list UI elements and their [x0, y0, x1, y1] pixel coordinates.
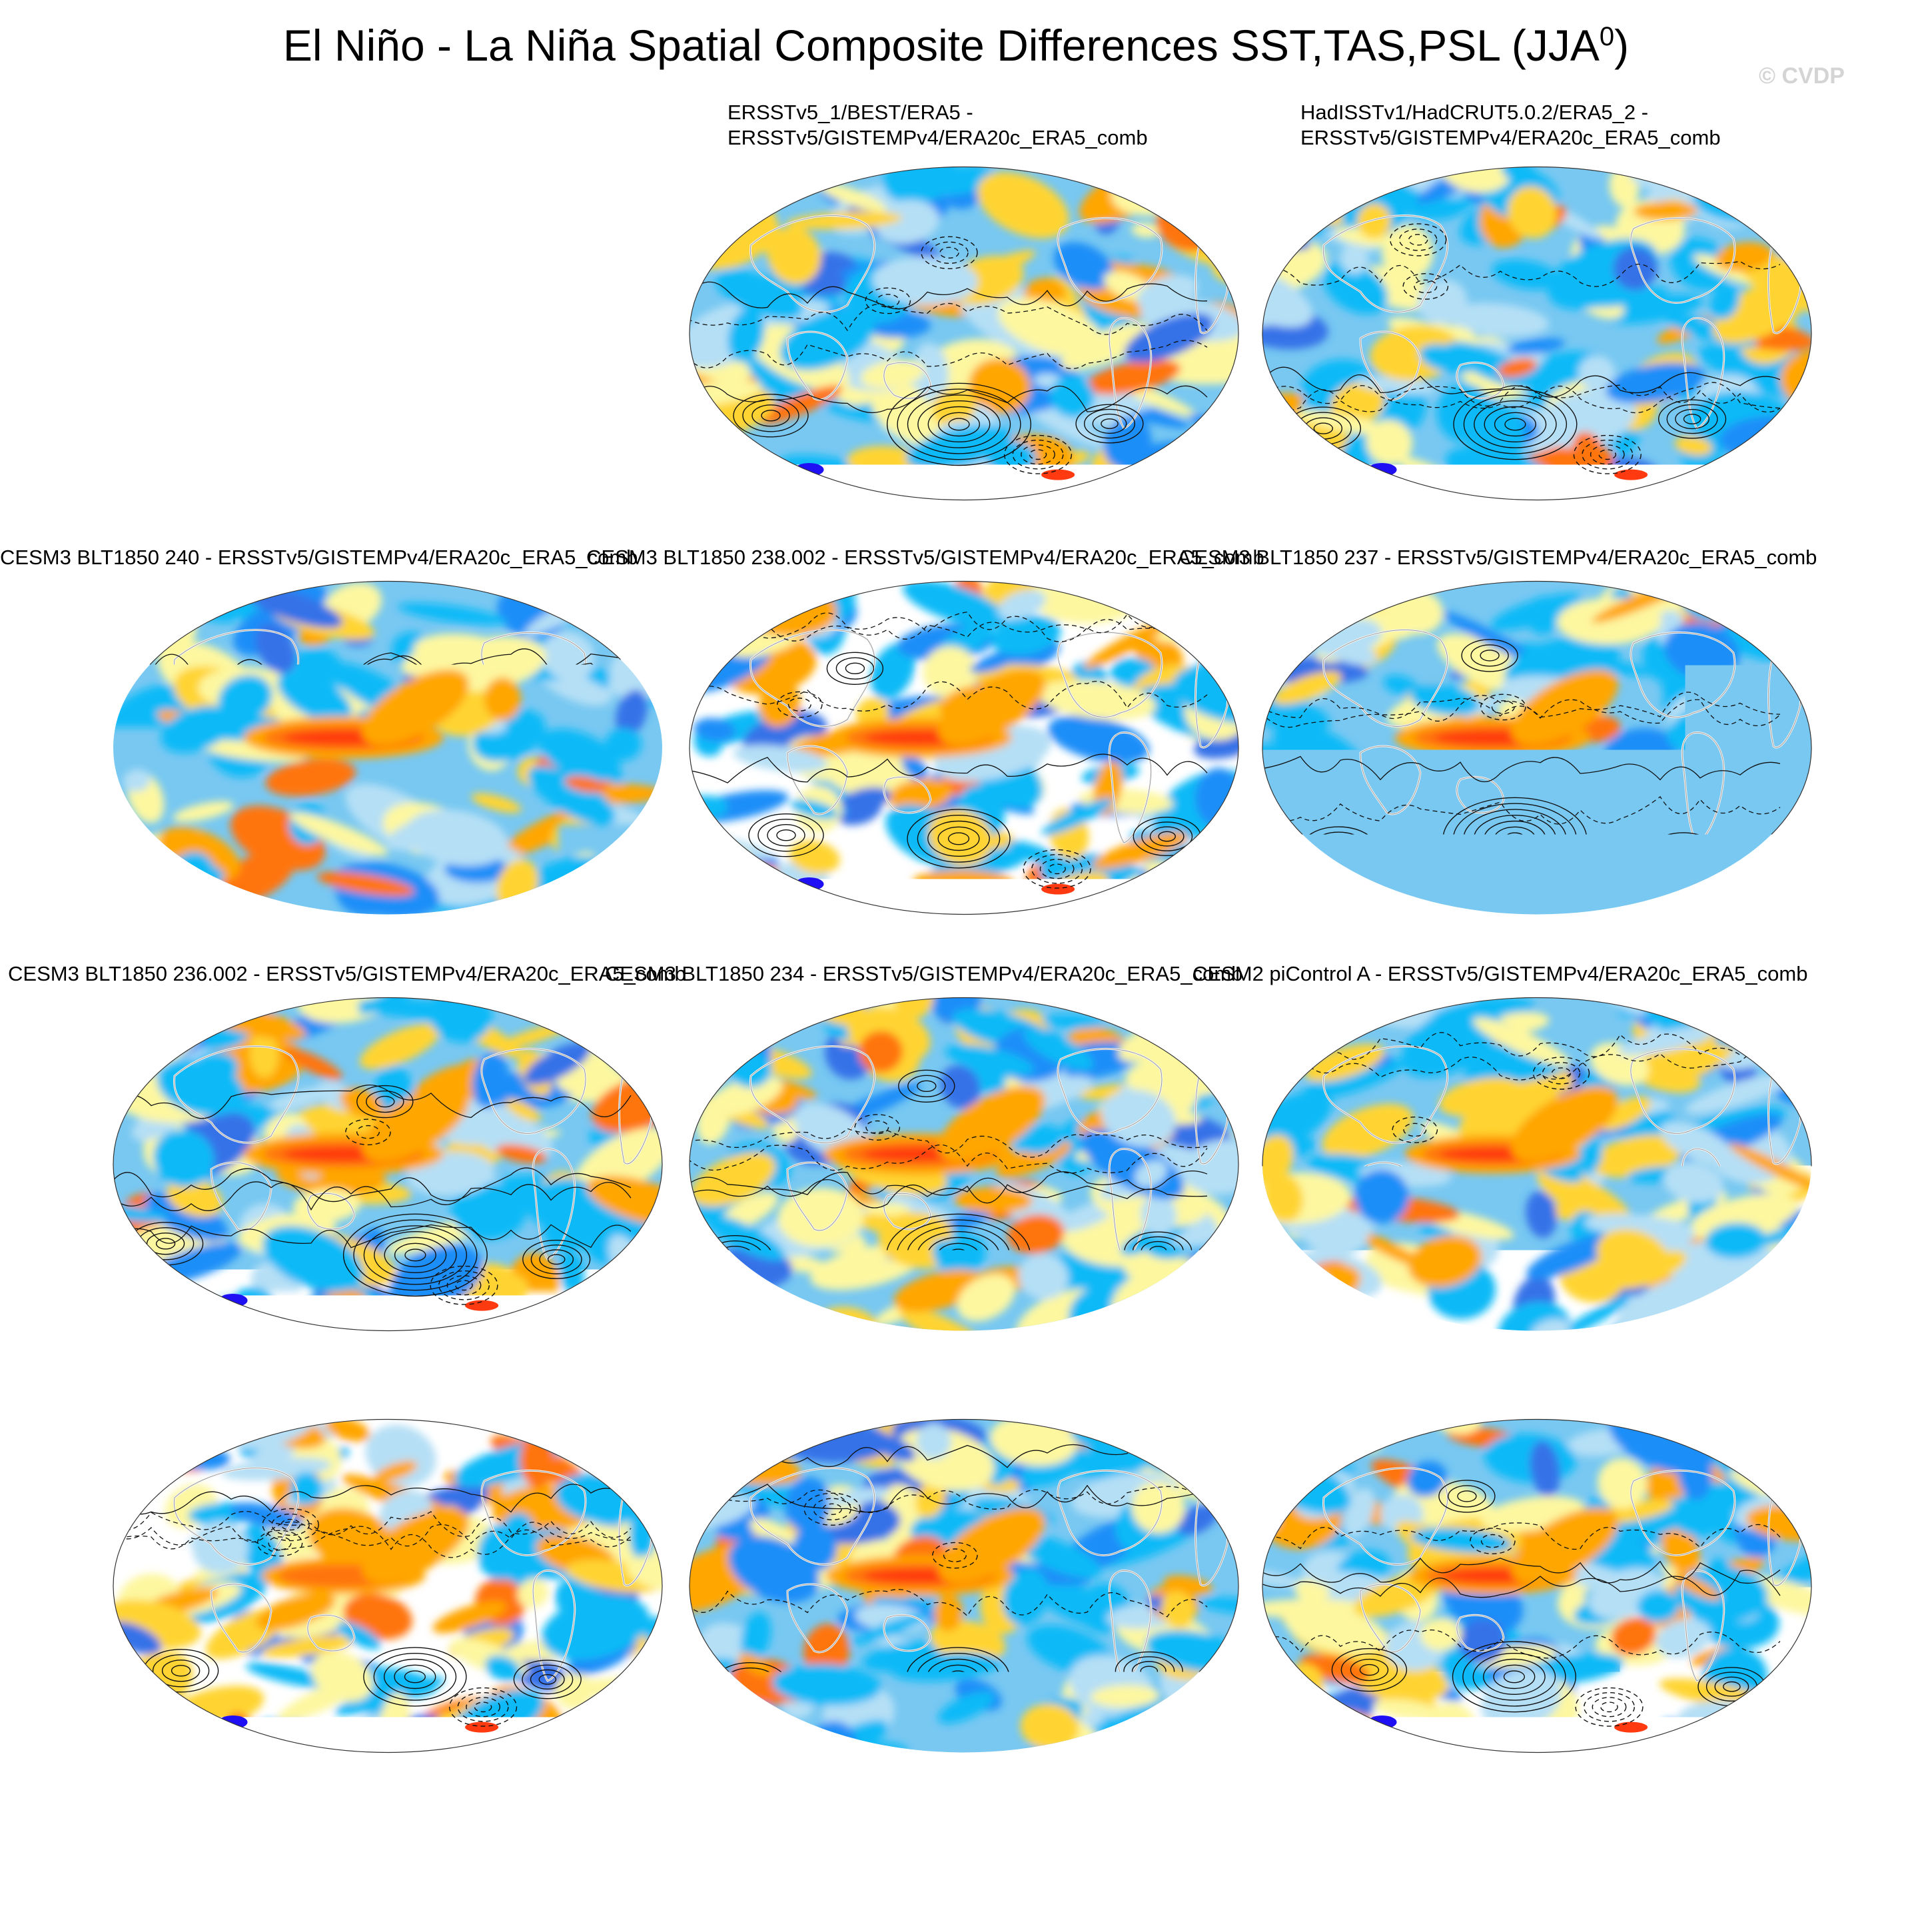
colorbar-tick-label: -1.5	[617, 1847, 670, 1883]
panel-label-line: HadISSTv1/HadCRUT5.0.2/ERA5_2 -	[1300, 100, 1721, 125]
map-panel-cesm3-237	[1260, 580, 1813, 916]
panel-label-cesm3-237: CESM3 BLT1850 237 - ERSSTv5/GISTEMPv4/ER…	[1179, 545, 1817, 570]
world-map-svg	[688, 580, 1240, 916]
colorbar-swatch	[402, 1805, 483, 1836]
colorbar-swatch	[1366, 1805, 1446, 1836]
panel-label-cesm2-picontrol-a: CESM2 piControl A - ERSSTv5/GISTEMPv4/ER…	[1193, 961, 1807, 987]
world-map-svg	[688, 1418, 1240, 1754]
colorbar-units: C	[953, 1885, 976, 1922]
world-map-svg	[1260, 1418, 1813, 1754]
cvdp-watermark: © CVDP	[1759, 63, 1845, 89]
colorbar-tick-label: -1	[710, 1847, 737, 1883]
colorbar-tick-label: 0	[956, 1847, 973, 1883]
colorbar-tick-label: -3	[469, 1847, 496, 1883]
panel-label-cesm3-236-002: CESM3 BLT1850 236.002 - ERSSTv5/GISTEMPv…	[8, 961, 686, 987]
colorbar-tick-label: 1.5	[1264, 1847, 1307, 1883]
colorbar-tick-label: -2	[549, 1847, 576, 1883]
colorbar-tick-label: 2	[1358, 1847, 1375, 1883]
panel-label-cesm2-picontrol-b: CESM2 piControl B - ERSSTv5/GISTEMPv4/ER…	[43, 1382, 661, 1408]
colorbar-swatch	[563, 1805, 644, 1836]
world-map-svg	[111, 996, 664, 1332]
colorbar-tick-label: -.5	[786, 1847, 822, 1883]
colorbar-tick-label: 4	[1518, 1847, 1536, 1883]
map-panel-cesm2-picontrol-b	[111, 1418, 664, 1754]
colorbar-swatch	[643, 1805, 723, 1836]
world-map-svg	[111, 580, 664, 916]
colorbar-swatch	[884, 1805, 965, 1836]
colorbar-tick-label: 3	[1438, 1847, 1455, 1883]
panel-label-cesm3-234: CESM3 BLT1850 234 - ERSSTv5/GISTEMPv4/ER…	[605, 961, 1242, 987]
panel-label-ersstv5-best-era5: ERSSTv5_1/BEST/ERA5 - ERSSTv5/GISTEMPv4/E…	[727, 100, 1148, 151]
world-map-svg	[1260, 580, 1813, 916]
figure-title: El Niño - La Niña Spatial Composite Diff…	[0, 20, 1912, 71]
map-panel-cesm3-234	[688, 996, 1240, 1332]
map-panel-cesm2-picontrol-a	[1260, 996, 1813, 1332]
colorbar-tick-label: -.25	[857, 1847, 910, 1883]
panel-label-cesm2-picontrol-d: CESM2 piControl D - ERSSTv5/GISTEMPv4/ER…	[1191, 1382, 1810, 1408]
panel-label-cesm3-240: CESM3 BLT1850 240 - ERSSTv5/GISTEMPv4/ER…	[0, 545, 638, 570]
figure-title-superscript: 0	[1600, 22, 1614, 51]
colorbar-tick-label: .25	[1023, 1847, 1066, 1883]
colorbar-swatch	[322, 1805, 402, 1836]
panel-label-cesm3-238-002: CESM3 BLT1850 238.002 - ERSSTv5/GISTEMPv…	[586, 545, 1264, 570]
colorbar-swatch	[803, 1805, 884, 1836]
colorbar-swatch	[1125, 1805, 1206, 1836]
figure-title-end: )	[1614, 21, 1629, 70]
map-panel-ersstv5-best-era5	[688, 165, 1240, 502]
world-map-svg	[1260, 996, 1813, 1332]
panel-label-hadisst-hadcrut-era5: HadISSTv1/HadCRUT5.0.2/ERA5_2 - ERSSTv5/G…	[1300, 100, 1721, 151]
panel-label-cesm2-picontrol-c: CESM2 piControl C - ERSSTv5/GISTEMPv4/ER…	[613, 1382, 1232, 1408]
colorbar-tick-label: 1	[1196, 1847, 1214, 1883]
colorbar-swatch	[723, 1805, 804, 1836]
colorbar-swatch	[965, 1805, 1045, 1836]
colorbar	[322, 1805, 1607, 1836]
colorbar-tick-label: -4	[388, 1847, 416, 1883]
colorbar-swatch	[482, 1805, 563, 1836]
world-map-svg	[111, 1418, 664, 1754]
world-map-svg	[688, 996, 1240, 1332]
map-panel-hadisst-hadcrut-era5	[1260, 165, 1813, 502]
panel-label-line: ERSSTv5/GISTEMPv4/ERA20c_ERA5_comb	[1300, 125, 1721, 151]
panel-label-line: ERSSTv5_1/BEST/ERA5 -	[727, 100, 1148, 125]
colorbar-swatch	[1526, 1805, 1607, 1836]
map-panel-cesm2-picontrol-c	[688, 1418, 1240, 1754]
colorbar-tick-label: .5	[1112, 1847, 1137, 1883]
map-panel-cesm3-240	[111, 580, 664, 916]
map-panel-cesm2-picontrol-d	[1260, 1418, 1813, 1754]
world-map-svg	[688, 165, 1240, 502]
world-map-svg	[1260, 165, 1813, 502]
colorbar-swatch	[1446, 1805, 1527, 1836]
map-panel-cesm3-238-002	[688, 580, 1240, 916]
figure-title-main: El Niño - La Niña Spatial Composite Diff…	[283, 21, 1600, 70]
colorbar-swatch	[1045, 1805, 1125, 1836]
panel-label-line: ERSSTv5/GISTEMPv4/ERA20c_ERA5_comb	[727, 125, 1148, 151]
colorbar-swatch	[1205, 1805, 1286, 1836]
colorbar-swatch	[1286, 1805, 1366, 1836]
map-panel-cesm3-236-002	[111, 996, 664, 1332]
